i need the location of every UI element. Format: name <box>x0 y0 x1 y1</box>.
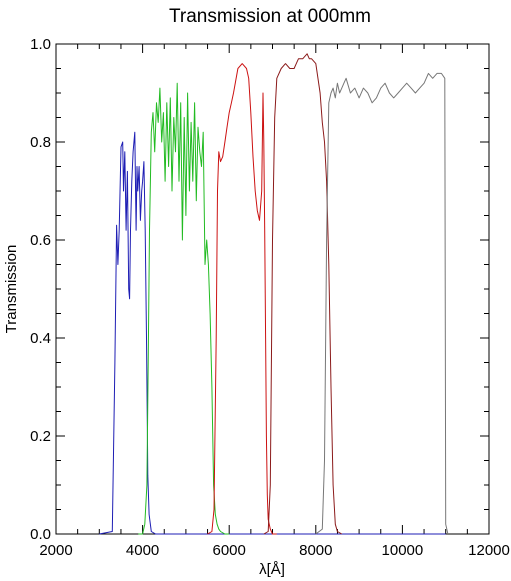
series-layer <box>99 53 449 535</box>
series-line-2 <box>138 82 230 535</box>
series-line-5 <box>315 72 449 535</box>
y-tick-label: 0.6 <box>30 232 51 249</box>
x-tick-label: 10000 <box>382 542 424 559</box>
series-line-4 <box>263 53 343 535</box>
y-tick-label: 0.4 <box>30 330 51 347</box>
x-tick-label: 12000 <box>468 542 510 559</box>
y-tick-label: 0.8 <box>30 134 51 151</box>
x-tick-label: 2000 <box>39 542 72 559</box>
y-axis-ticks: 0.0 0.2 0.4 0.6 0.8 1.0 <box>30 36 489 543</box>
y-axis-label: Transmission <box>3 245 20 334</box>
y-tick-label: 1.0 <box>30 36 51 53</box>
x-axis-ticks: 2000 4000 6000 8000 10000 12000 <box>39 44 510 559</box>
chart-title: Transmission at 000mm <box>169 6 371 27</box>
x-axis-label: λ[Å] <box>259 561 285 578</box>
x-tick-label: 4000 <box>126 542 159 559</box>
series-line-1 <box>99 131 446 535</box>
x-tick-label: 8000 <box>299 542 332 559</box>
y-tick-label: 0.0 <box>30 526 51 543</box>
x-tick-label: 6000 <box>213 542 246 559</box>
y-tick-label: 0.2 <box>30 428 51 445</box>
series-line-3 <box>207 63 277 535</box>
